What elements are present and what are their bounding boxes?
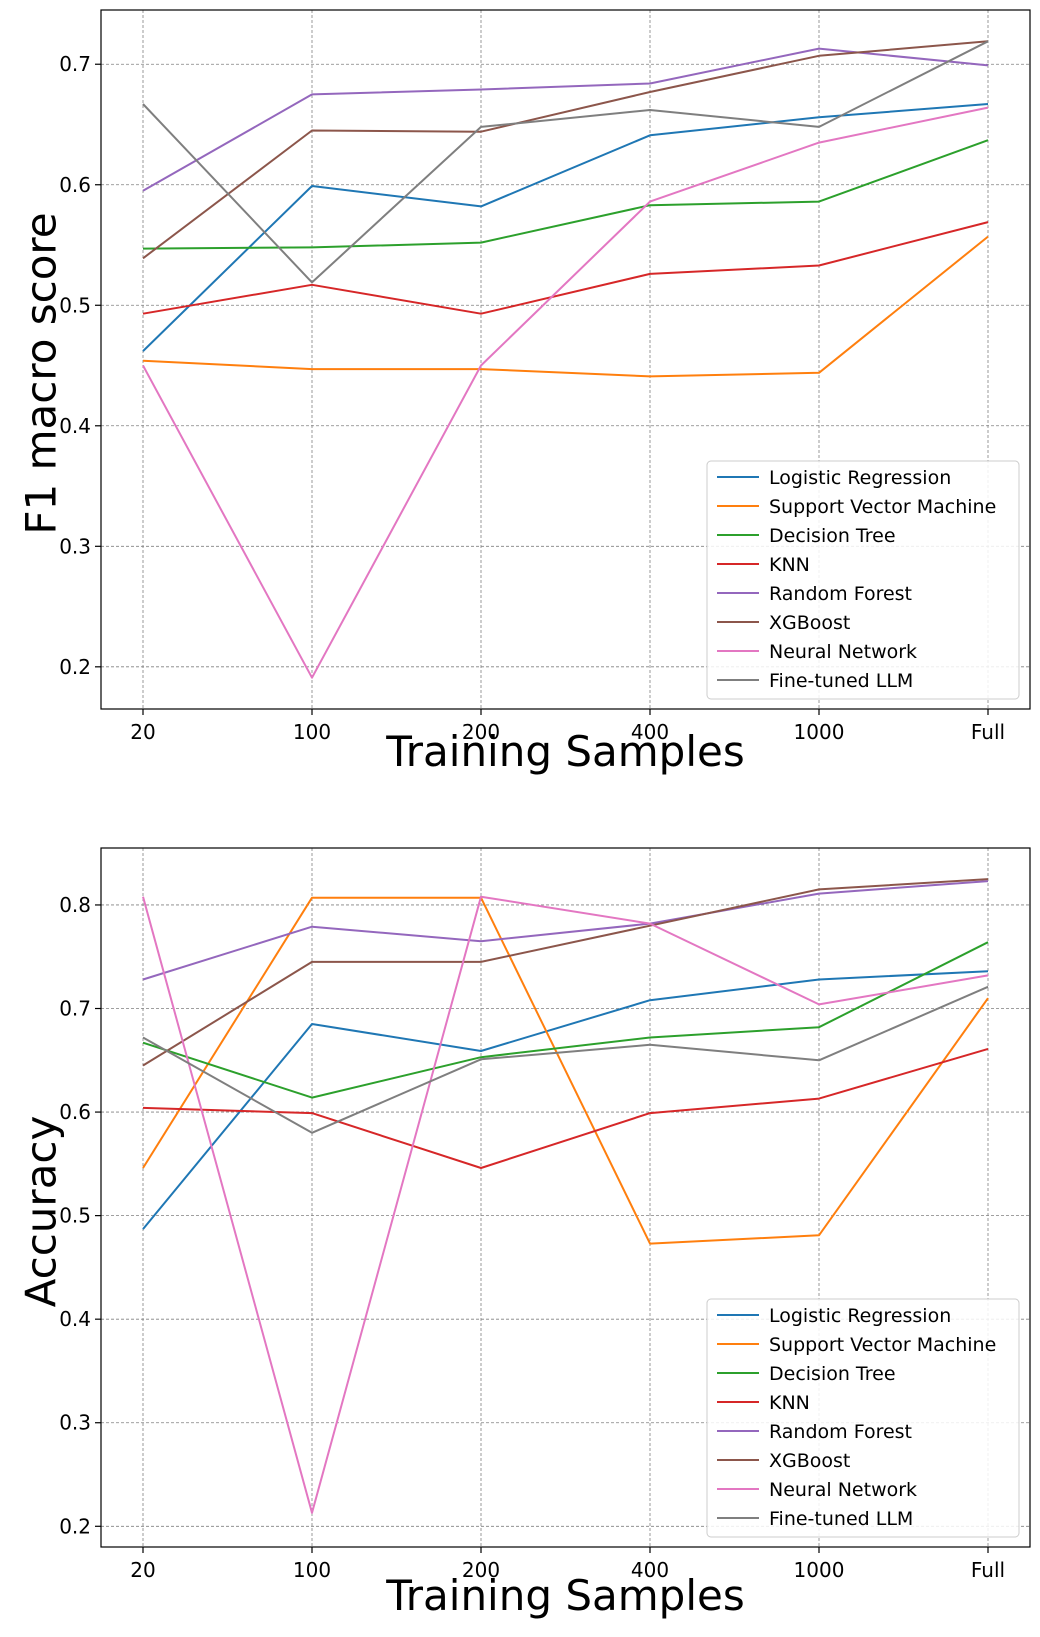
f1-series-line-fine-tuned-llm bbox=[142, 40, 989, 284]
accuracy-y-axis-label: Accuracy bbox=[17, 1116, 66, 1308]
f1-x-tick-label: 400 bbox=[631, 720, 669, 744]
accuracy-series-line-random-forest bbox=[142, 880, 989, 981]
accuracy-legend-label: Support Vector Machine bbox=[769, 1334, 996, 1356]
f1-y-tick-label: 0.4 bbox=[59, 414, 91, 438]
f1-legend-label: Random Forest bbox=[769, 583, 912, 605]
accuracy-x-tick-label: 100 bbox=[293, 1558, 331, 1582]
f1-plot-frame bbox=[100, 9, 1031, 710]
accuracy-legend-label: Decision Tree bbox=[769, 1363, 896, 1385]
accuracy-plot-frame bbox=[100, 847, 1031, 1548]
accuracy-legend-label: Neural Network bbox=[769, 1479, 917, 1501]
f1-series-line-logistic-regression bbox=[142, 103, 989, 352]
f1-x-tick-label: Full bbox=[971, 720, 1005, 744]
f1-y-tick-label: 0.3 bbox=[59, 534, 91, 558]
accuracy-x-tick-label: Full bbox=[971, 1558, 1005, 1582]
f1-x-tick-label: 100 bbox=[293, 720, 331, 744]
accuracy-legend: Logistic Regression Support Vector Machin… bbox=[706, 1298, 1020, 1538]
f1-chart-panel: 20 100 200 400 1000 Full 0.2 0.3 0.4 0.5 0.6 0.7 Tra… bbox=[17, 9, 1031, 776]
accuracy-y-tick-label: 0.5 bbox=[59, 1204, 91, 1228]
accuracy-y-tick-label: 0.2 bbox=[59, 1514, 91, 1538]
f1-legend-label: Logistic Regression bbox=[769, 467, 951, 489]
accuracy-legend-label: KNN bbox=[769, 1392, 810, 1414]
f1-series-line-neural-network bbox=[142, 106, 989, 679]
accuracy-y-tick-label: 0.3 bbox=[59, 1411, 91, 1435]
accuracy-y-tick-label: 0.7 bbox=[59, 997, 91, 1021]
accuracy-legend-label: XGBoost bbox=[769, 1450, 850, 1472]
f1-x-axis-label: Training Samples bbox=[385, 727, 744, 776]
f1-y-axis-label: F1 macro score bbox=[17, 212, 66, 534]
f1-series-line-knn bbox=[142, 221, 989, 315]
accuracy-legend-label: Logistic Regression bbox=[769, 1305, 951, 1327]
accuracy-y-tick-label: 0.8 bbox=[59, 893, 91, 917]
accuracy-x-tick-label: 400 bbox=[631, 1558, 669, 1582]
accuracy-x-tick-label: 20 bbox=[130, 1558, 155, 1582]
accuracy-x-tick-label: 200 bbox=[462, 1558, 500, 1582]
f1-series-line-xgboost bbox=[142, 40, 989, 260]
f1-x-tick-label: 1000 bbox=[794, 720, 845, 744]
accuracy-legend-label: Random Forest bbox=[769, 1421, 912, 1443]
f1-legend-label: Fine-tuned LLM bbox=[769, 670, 913, 692]
accuracy-legend-box bbox=[706, 1298, 1020, 1538]
accuracy-series-line-neural-network bbox=[142, 895, 989, 1514]
accuracy-series-line-logistic-regression bbox=[142, 970, 989, 1230]
f1-legend-label: XGBoost bbox=[769, 612, 850, 634]
f1-y-tick-label: 0.6 bbox=[59, 173, 91, 197]
accuracy-x-tick-label: 1000 bbox=[794, 1558, 845, 1582]
f1-y-tick-label: 0.5 bbox=[59, 293, 91, 317]
accuracy-series-line-fine-tuned-llm bbox=[142, 985, 989, 1134]
f1-series-line-decision-tree bbox=[142, 139, 989, 250]
accuracy-chart-panel: 20 100 200 400 1000 Full 0.2 0.3 0.4 0.5 0.6 0.7 0.8… bbox=[17, 847, 1031, 1620]
accuracy-series-line-support-vector-machine bbox=[142, 896, 989, 1245]
accuracy-series-line-xgboost bbox=[142, 878, 989, 1067]
f1-series-line-random-forest bbox=[142, 47, 989, 192]
f1-y-tick-label: 0.7 bbox=[59, 52, 91, 76]
f1-legend: Logistic Regression Support Vector Machin… bbox=[706, 460, 1020, 700]
accuracy-y-tick-label: 0.4 bbox=[59, 1307, 91, 1331]
f1-x-tick-label: 200 bbox=[462, 720, 500, 744]
accuracy-x-axis-label: Training Samples bbox=[385, 1571, 744, 1620]
f1-series-line-support-vector-machine bbox=[142, 235, 989, 378]
accuracy-series-line-knn bbox=[142, 1047, 989, 1169]
f1-legend-label: KNN bbox=[769, 554, 810, 576]
accuracy-series-line-decision-tree bbox=[142, 941, 989, 1099]
f1-legend-label: Neural Network bbox=[769, 641, 917, 663]
accuracy-y-tick-label: 0.6 bbox=[59, 1100, 91, 1124]
f1-y-tick-label: 0.2 bbox=[59, 655, 91, 679]
f1-x-tick-label: 20 bbox=[130, 720, 155, 744]
f1-legend-label: Decision Tree bbox=[769, 525, 896, 547]
f1-legend-box bbox=[706, 460, 1020, 700]
accuracy-legend-label: Fine-tuned LLM bbox=[769, 1508, 913, 1530]
f1-legend-label: Support Vector Machine bbox=[769, 496, 996, 518]
